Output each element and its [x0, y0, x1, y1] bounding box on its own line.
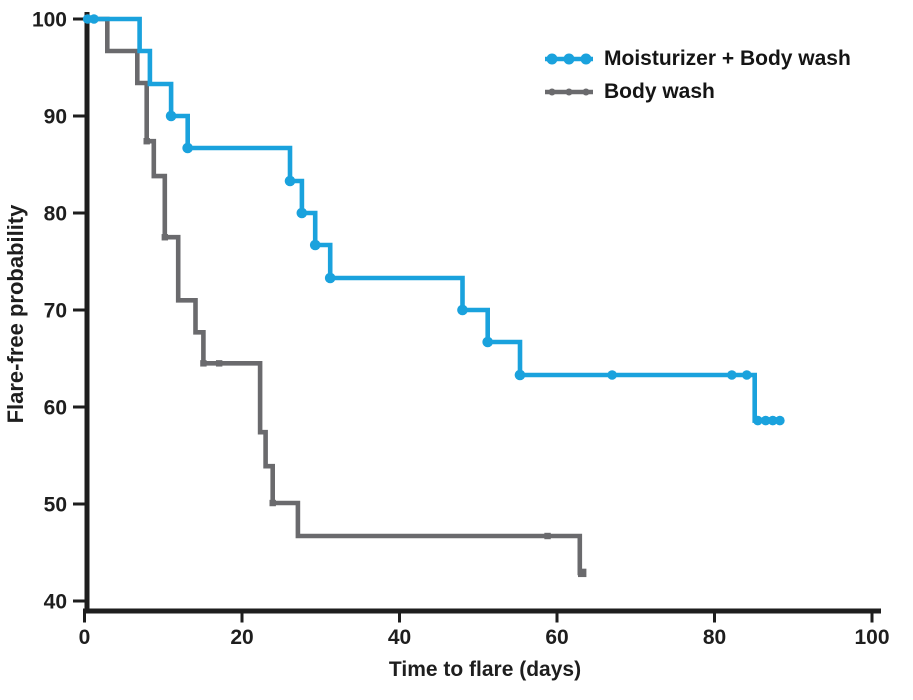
- x-axis-label: Time to flare (days): [388, 658, 582, 681]
- y-axis-ticks: 100 90 80 70 60 50 40: [32, 9, 85, 614]
- legend-label-moisturizer-body-wash: Moisturizer + Body wash: [604, 46, 851, 70]
- series-body-wash: [84, 16, 587, 578]
- tick-label: 80: [44, 203, 67, 226]
- censor-marker: [607, 370, 617, 380]
- event-marker: [514, 369, 526, 381]
- event-marker: [284, 175, 296, 187]
- end-marker: [578, 568, 587, 578]
- event-marker: [457, 304, 468, 316]
- legend-swatch-dot: [563, 53, 575, 64]
- censor-marker: [741, 370, 752, 380]
- event-marker: [309, 239, 321, 251]
- legend-swatch-dot: [565, 88, 573, 95]
- censor-marker: [727, 370, 737, 380]
- event-marker: [161, 234, 169, 241]
- event-marker: [200, 360, 207, 367]
- tick-label: 80: [703, 626, 726, 649]
- tick-label: 60: [44, 397, 67, 420]
- event-marker: [269, 499, 276, 507]
- tick-label: 100: [854, 626, 889, 649]
- tick-label: 50: [44, 494, 67, 517]
- tick-label: 100: [32, 9, 67, 32]
- legend-swatch-dot: [582, 88, 590, 95]
- series-moisturizer-body-wash: [82, 14, 785, 426]
- tick-label: 20: [230, 626, 253, 649]
- series-line-moisturizer-body-wash: [84, 16, 783, 423]
- tick-label: 40: [44, 591, 67, 614]
- legend-line-moisturizer-icon: [545, 53, 593, 64]
- legend-item-body-wash: Body wash: [544, 78, 851, 105]
- censor-marker: [760, 415, 771, 426]
- series-line-body-wash: [84, 16, 583, 576]
- legend: Moisturizer + Body wash Body wash: [544, 45, 851, 111]
- tick-label: 90: [44, 106, 67, 129]
- event-marker: [482, 336, 494, 348]
- legend-swatch-dot: [548, 88, 556, 95]
- event-marker: [143, 138, 150, 145]
- censor-marker: [753, 415, 763, 426]
- tick-label: 40: [388, 626, 411, 649]
- event-marker: [182, 142, 193, 154]
- axes: [83, 12, 881, 614]
- y-axis-label: Flare-free probability: [3, 204, 28, 424]
- event-marker: [165, 110, 177, 122]
- tick-label: 70: [44, 300, 67, 323]
- censor-marker: [767, 415, 778, 426]
- event-marker: [296, 207, 308, 219]
- legend-line-body-wash-icon: [545, 88, 593, 95]
- tick-label: 0: [79, 626, 91, 649]
- legend-label-body-wash: Body wash: [604, 79, 715, 103]
- censor-marker: [89, 14, 99, 24]
- legend-swatch-dot: [580, 53, 592, 64]
- legend-swatch-dot: [546, 53, 558, 64]
- tick-label: 60: [545, 626, 568, 649]
- censor-marker: [775, 415, 785, 426]
- censor-marker: [544, 532, 551, 540]
- censor-marker: [215, 360, 223, 367]
- event-marker: [324, 272, 336, 284]
- x-axis-ticks: 0 20 40 60 80 100: [79, 613, 890, 649]
- legend-item-moisturizer-body-wash: Moisturizer + Body wash: [544, 45, 851, 72]
